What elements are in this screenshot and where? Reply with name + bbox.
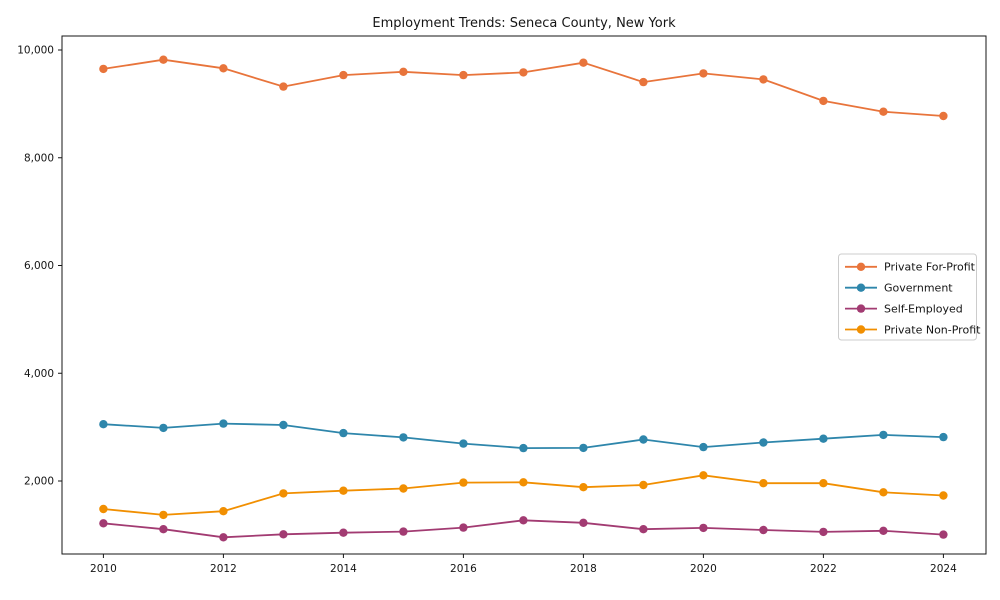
x-tick-label: 2020 (690, 563, 717, 575)
x-tick-label: 2010 (90, 563, 117, 575)
data-point-government (579, 443, 588, 453)
legend-marker-private-non-profit (856, 325, 866, 334)
data-point-private-for-profit (279, 82, 288, 91)
y-tick-label: 4,000 (24, 368, 54, 380)
y-axis: 2,000 4,000 6,000 8,000 10,000 (17, 45, 62, 488)
data-point-private-for-profit (219, 64, 228, 73)
data-point-government (879, 430, 888, 440)
data-point-private-non-profit (699, 471, 708, 480)
data-point-self-employed (939, 530, 948, 539)
data-point-private-non-profit (459, 478, 468, 487)
data-point-private-non-profit (819, 479, 828, 488)
data-point-private-non-profit (879, 488, 888, 497)
data-point-self-employed (519, 516, 528, 525)
data-point-self-employed (759, 525, 768, 535)
data-point-self-employed (639, 525, 648, 534)
data-point-private-for-profit (339, 70, 348, 80)
data-point-private-for-profit (519, 68, 528, 77)
data-point-government (279, 420, 288, 430)
data-point-private-non-profit (759, 479, 768, 488)
x-tick-label: 2024 (930, 563, 957, 575)
legend-box (838, 253, 977, 341)
data-point-government (759, 438, 768, 447)
y-tick-label: 6,000 (24, 260, 54, 272)
data-point-private-for-profit (579, 58, 588, 67)
x-tick-label: 2022 (810, 563, 837, 575)
data-point-government (159, 423, 168, 433)
plot-frame (61, 35, 987, 555)
data-point-private-non-profit (279, 489, 288, 498)
legend-label-private-non-profit: Private Non-Profit (884, 323, 981, 336)
legend-label-government: Government (884, 282, 953, 295)
legend-marker-self-employed (856, 304, 866, 313)
data-point-private-non-profit (219, 507, 228, 516)
data-point-government (939, 432, 948, 442)
legend: Private For-Profit Government Self-Employe… (838, 253, 981, 341)
x-tick-label: 2014 (330, 563, 357, 575)
x-tick-label: 2016 (450, 563, 477, 575)
data-point-self-employed (399, 527, 408, 536)
plot-series (99, 55, 948, 542)
data-point-private-non-profit (519, 478, 528, 487)
legend-marker-government (856, 283, 866, 292)
data-point-self-employed (819, 527, 828, 537)
x-tick-label: 2012 (210, 563, 237, 575)
y-tick-label: 8,000 (24, 152, 54, 164)
data-point-government (399, 433, 408, 442)
data-point-private-non-profit (399, 484, 408, 493)
data-point-self-employed (219, 533, 228, 542)
data-point-self-employed (879, 526, 888, 535)
data-point-government (639, 435, 648, 444)
data-point-private-non-profit (579, 483, 588, 492)
data-point-government (819, 434, 828, 443)
data-point-government (99, 420, 108, 429)
data-point-government (219, 419, 228, 428)
data-point-private-non-profit (339, 486, 348, 495)
data-point-self-employed (339, 528, 348, 537)
data-point-private-for-profit (639, 77, 648, 87)
x-tick-label: 2018 (570, 563, 597, 575)
data-point-private-for-profit (99, 64, 108, 74)
data-point-private-for-profit (939, 111, 948, 121)
data-point-government (519, 443, 528, 453)
data-point-private-non-profit (639, 480, 648, 490)
legend-label-private-for-profit: Private For-Profit (884, 261, 976, 274)
legend-label-self-employed: Self-Employed (884, 303, 963, 316)
data-point-private-for-profit (399, 67, 408, 77)
y-tick-label: 10,000 (17, 45, 54, 57)
data-point-government (699, 442, 708, 452)
data-point-private-non-profit (99, 504, 108, 514)
data-point-self-employed (159, 525, 168, 534)
data-point-private-for-profit (459, 70, 468, 80)
series-line-private-for-profit (103, 58, 944, 117)
data-point-self-employed (699, 523, 708, 533)
data-point-self-employed (459, 523, 468, 532)
data-point-self-employed (99, 519, 108, 528)
data-point-private-for-profit (879, 107, 888, 116)
data-point-private-for-profit (819, 96, 828, 106)
chart-title: Employment Trends: Seneca County, New Yo… (372, 16, 676, 31)
data-point-private-non-profit (939, 491, 948, 500)
data-point-private-for-profit (759, 75, 768, 84)
data-point-self-employed (279, 530, 288, 539)
data-point-government (459, 439, 468, 448)
y-tick-label: 2,000 (24, 476, 54, 488)
data-point-self-employed (579, 518, 588, 527)
legend-marker-private-for-profit (856, 262, 866, 271)
data-point-government (339, 428, 348, 438)
data-point-private-non-profit (159, 510, 168, 520)
data-point-private-for-profit (699, 69, 708, 78)
x-axis: 2010 2012 2014 2016 2018 2020 2022 2024 (90, 554, 957, 575)
data-point-private-for-profit (159, 55, 168, 64)
